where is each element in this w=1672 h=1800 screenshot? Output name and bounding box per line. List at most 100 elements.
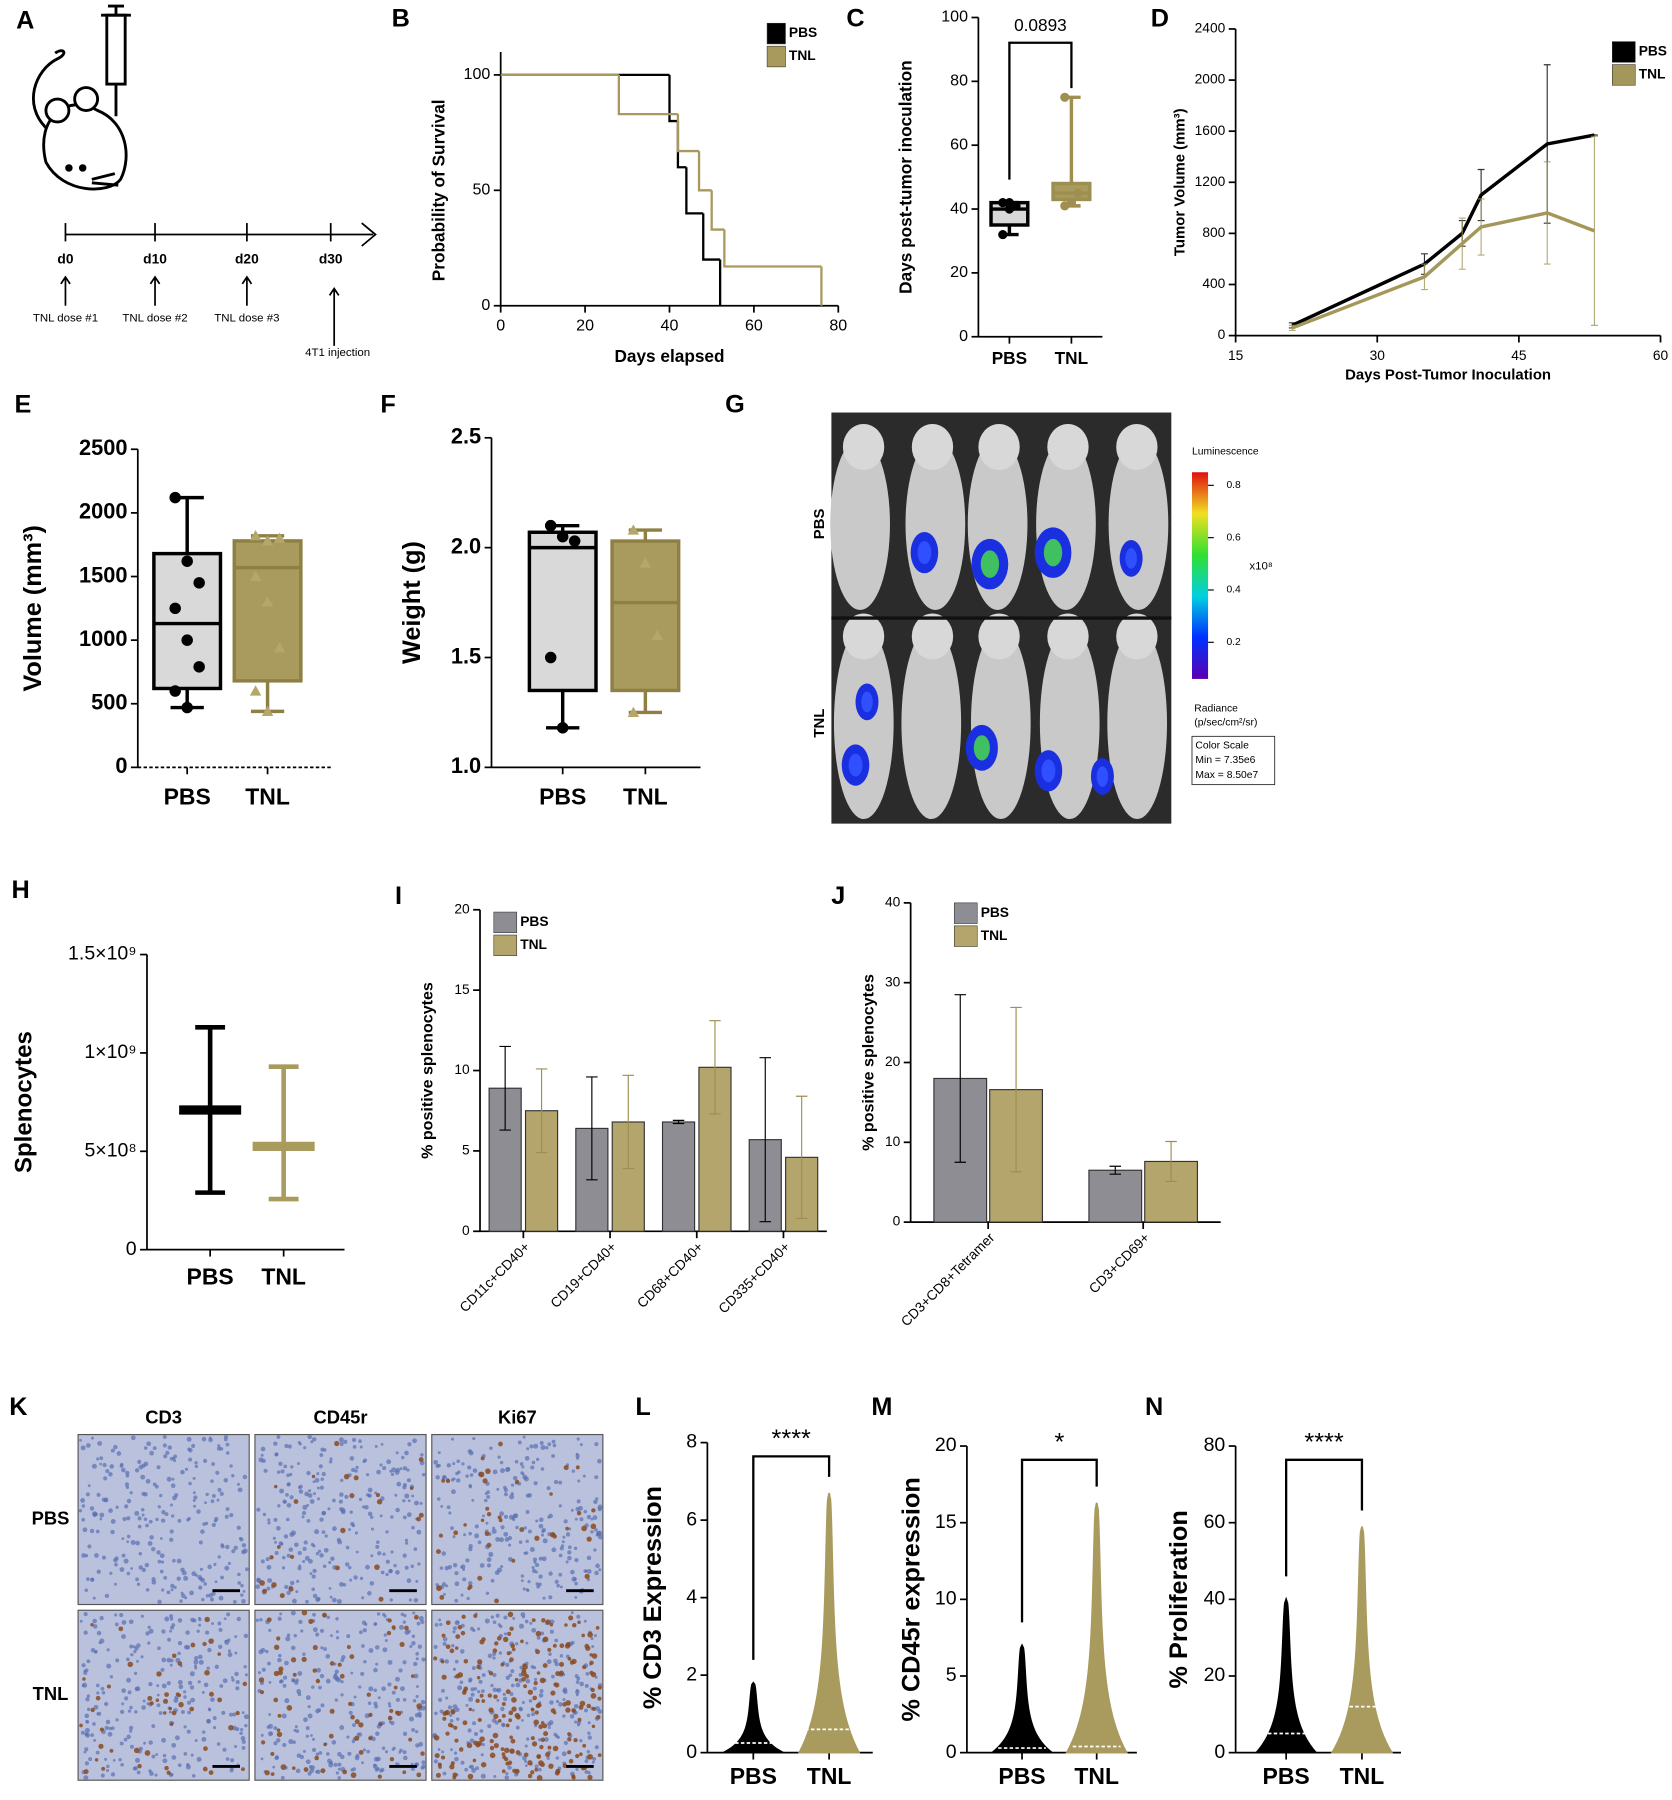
stained-cell [164, 1765, 169, 1771]
nucleus [511, 1516, 515, 1520]
nucleus [169, 1529, 174, 1534]
stained-cell [552, 1711, 557, 1715]
nucleus [171, 1623, 176, 1627]
radiance-label: (p/sec/cm²/sr) [1194, 717, 1257, 728]
scale-box-line: Min = 7.35e6 [1195, 755, 1255, 766]
nucleus [219, 1491, 224, 1496]
nucleus [504, 1492, 508, 1497]
nucleus [370, 1527, 375, 1531]
nucleus [345, 1545, 350, 1550]
stained-cell [473, 1613, 478, 1618]
nucleus [307, 1705, 311, 1709]
x-tick-label: PBS [164, 783, 211, 809]
panel-label: H [12, 876, 30, 904]
nucleus [393, 1563, 397, 1568]
stained-cell [286, 1705, 293, 1711]
nucleus [189, 1671, 195, 1677]
stained-cell [511, 1558, 516, 1563]
nucleus [469, 1473, 474, 1477]
nucleus [157, 1505, 161, 1509]
stained-cell [436, 1585, 442, 1592]
data-point [627, 524, 640, 535]
nucleus [109, 1675, 114, 1679]
nucleus [384, 1639, 388, 1643]
nucleus [460, 1593, 464, 1597]
stained-cell [258, 1677, 265, 1683]
nucleus [411, 1727, 416, 1732]
nucleus [320, 1477, 324, 1481]
nucleus [531, 1565, 535, 1570]
nucleus [89, 1577, 95, 1583]
stained-cell [533, 1681, 538, 1686]
nucleus [534, 1562, 540, 1568]
nucleus [576, 1499, 581, 1504]
nucleus [194, 1464, 198, 1469]
nucleus [454, 1598, 459, 1603]
nucleus [306, 1519, 311, 1523]
stained-cell [339, 1673, 345, 1679]
nucleus [452, 1563, 458, 1568]
signal-inner [917, 541, 932, 565]
data-point [639, 557, 652, 568]
stained-cell [463, 1658, 469, 1664]
nucleus [297, 1440, 301, 1445]
nucleus [322, 1564, 327, 1568]
stained-cell [514, 1677, 519, 1682]
stained-cell [437, 1762, 442, 1767]
stained-cell [586, 1536, 592, 1542]
nucleus [355, 1550, 359, 1554]
nucleus [518, 1540, 523, 1544]
nucleus [538, 1574, 543, 1579]
nucleus [194, 1738, 198, 1742]
nucleus [565, 1532, 571, 1537]
nucleus [177, 1518, 182, 1523]
nucleus [218, 1627, 223, 1632]
stained-cell [106, 1684, 111, 1689]
nucleus [94, 1650, 98, 1654]
nucleus [177, 1679, 183, 1685]
stained-cell [477, 1575, 483, 1581]
nucleus [221, 1710, 226, 1715]
nucleus [374, 1445, 378, 1448]
nucleus [437, 1748, 441, 1751]
stained-cell [494, 1641, 499, 1646]
nucleus [164, 1512, 169, 1517]
nucleus [592, 1756, 597, 1761]
nucleus [312, 1593, 318, 1599]
stained-cell [315, 1678, 321, 1684]
nucleus [574, 1595, 578, 1599]
nucleus [503, 1615, 508, 1620]
stained-cell [507, 1631, 512, 1636]
nucleus [85, 1719, 89, 1724]
nucleus [359, 1576, 364, 1580]
nucleus [528, 1699, 533, 1703]
stained-cell [484, 1531, 490, 1537]
nucleus [349, 1456, 355, 1461]
nucleus [549, 1629, 554, 1634]
stained-cell [575, 1753, 580, 1759]
nucleus [465, 1703, 469, 1707]
radiance-label: Radiance [1194, 704, 1238, 715]
nucleus [385, 1572, 389, 1577]
nucleus [186, 1729, 191, 1734]
nucleus [375, 1662, 379, 1666]
nucleus [358, 1630, 363, 1635]
stained-cell [416, 1772, 422, 1778]
nucleus [320, 1646, 324, 1650]
nucleus [305, 1726, 310, 1731]
stained-cell [505, 1689, 511, 1695]
nucleus [525, 1510, 530, 1514]
stained-cell [477, 1659, 483, 1665]
nucleus [556, 1583, 560, 1588]
nucleus [85, 1492, 90, 1497]
y-tick-label: 60 [1204, 1511, 1226, 1533]
nucleus [123, 1737, 128, 1742]
stained-cell [565, 1707, 571, 1713]
nucleus [148, 1740, 153, 1745]
y-tick-label: 1×10⁹ [84, 1041, 136, 1063]
nucleus [337, 1539, 343, 1545]
nucleus [135, 1577, 139, 1582]
nucleus [468, 1696, 474, 1702]
x-tick-label: TNL [1074, 1763, 1119, 1789]
nucleus [421, 1657, 426, 1662]
